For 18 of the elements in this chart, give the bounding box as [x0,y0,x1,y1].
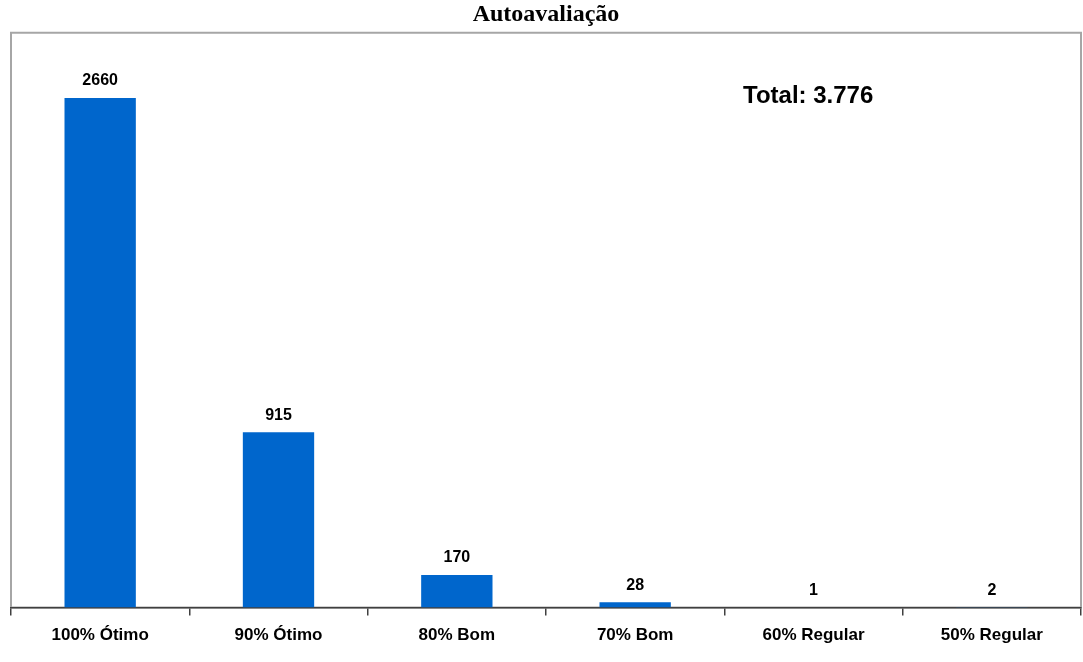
x-tick-label: 90% Ótimo [234,625,323,645]
bar [64,97,136,608]
data-label: 2660 [82,71,119,89]
chart-title: Autoavaliação [472,0,620,26]
data-label: 915 [265,405,292,423]
annotation: Total: 3.776 [743,80,874,108]
data-label: 170 [443,548,471,566]
bar [599,602,671,608]
data-label: 28 [626,575,645,593]
x-tick-label: 50% Regular [940,625,1044,645]
x-tick-label: 60% Regular [762,625,865,645]
data-label: 1 [809,580,819,598]
x-tick-label: 80% Bom [418,625,496,645]
data-label: 2 [987,580,997,598]
x-tick-label: 70% Bom [596,625,674,645]
x-tick-label: 100% Ótimo [51,625,149,645]
bar [242,432,315,608]
bar [421,575,493,608]
